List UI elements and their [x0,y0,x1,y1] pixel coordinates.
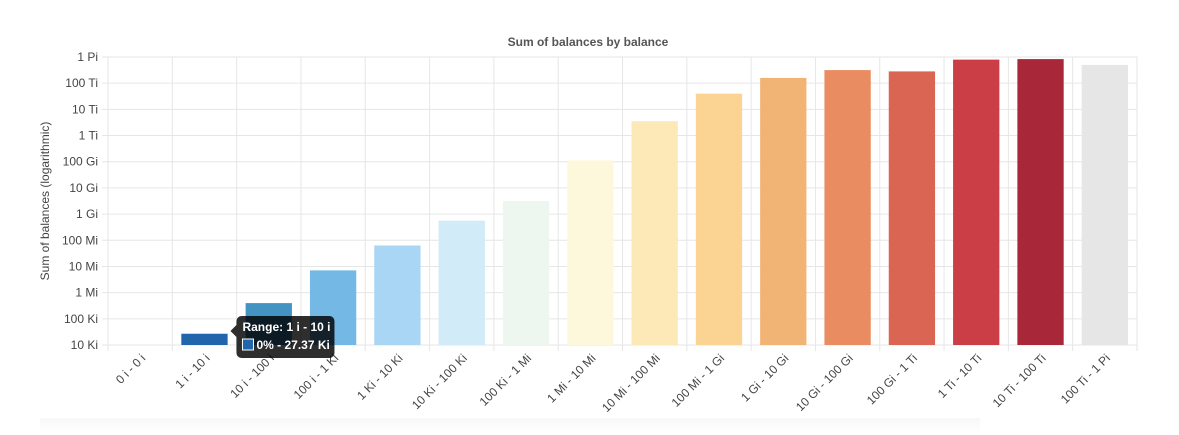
x-tick-label: 0 i - 0 i [113,351,148,386]
bar[interactable] [760,77,807,345]
bars [181,59,1128,346]
bar[interactable] [953,59,1000,345]
tooltip-body: 0% - 27.37 Ki [256,338,329,352]
bar[interactable] [438,220,485,345]
tooltip-box [236,316,335,358]
tooltip-title: Range: 1 i - 10 i [242,320,330,334]
y-tick-label: 10 Gi [69,181,98,195]
bar[interactable] [695,93,743,346]
x-tick-label: 10 Ki - 100 Ki [409,351,470,412]
x-tick-label: 10 Mi - 100 Mi [599,351,663,415]
x-tick-label: 10 Gi - 100 Gi [793,351,856,414]
x-tick-label: 1 Gi - 10 Gi [738,351,791,404]
bar[interactable] [824,70,871,345]
y-tick-label: 100 Mi [62,233,98,247]
bar[interactable] [1017,59,1064,346]
x-tick-label: 10 Ti - 100 Ti [990,351,1049,410]
y-tick-label: 1 Mi [75,286,98,300]
x-tick-label: 10 i - 100 i [227,351,277,401]
bar[interactable] [1081,64,1128,345]
y-tick-label: 10 Ki [71,338,98,352]
y-tick-label: 1 Pi [77,50,98,64]
tooltip-swatch [241,338,254,351]
bar[interactable] [374,245,421,345]
y-axis-label: Sum of balances (logarithmic) [38,122,52,281]
x-tick-label: 1 Ti - 10 Ti [935,351,985,401]
y-tick-label: 100 Ti [65,76,98,90]
y-tick-label: 100 Gi [63,155,98,169]
chart-title: Sum of balances by balance [508,35,669,49]
y-tick-label: 1 Ti [79,129,98,143]
y-tick-label: 10 Ti [72,102,98,116]
x-tick-label: 100 Ti - 1 Pi [1058,351,1113,406]
x-tick-label: 1 Mi - 10 Mi [544,351,598,405]
grid [102,56,1138,351]
bar[interactable] [502,201,550,345]
bar[interactable] [181,333,228,345]
y-tick-label: 10 Mi [69,259,98,273]
bar[interactable] [888,71,936,346]
x-tick-label: 1 Ki - 10 Ki [354,351,405,402]
y-tick-label: 1 Gi [76,207,98,221]
x-tick-label: 1 i - 10 i [173,351,213,391]
bar[interactable] [567,160,614,345]
y-tick-label: 100 Ki [64,312,98,326]
x-tick-label: 100 Mi - 1 Gi [669,351,727,409]
x-tick-label: 100 Gi - 1 Ti [864,351,920,407]
tooltip-caret [230,325,237,337]
x-tick-label: 100 Ki - 1 Mi [477,351,535,409]
tooltip: Range: 1 i - 10 i 0% - 27.37 Ki [230,316,335,358]
x-tick-label: 100 i - 1 Ki [291,351,341,401]
bottom-shadow [40,418,980,434]
bar[interactable] [631,121,678,346]
